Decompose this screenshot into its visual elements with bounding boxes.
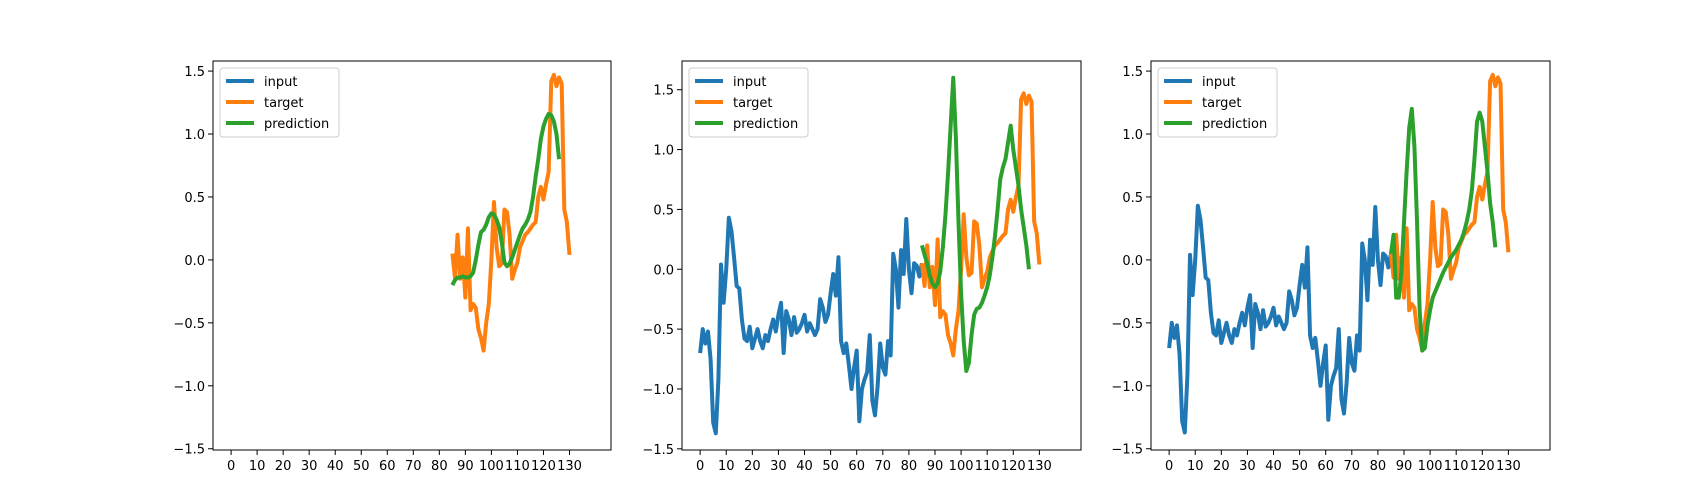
x-tick-label: 90 [1396, 459, 1413, 474]
legend: input target prediction [1157, 67, 1278, 138]
legend-label-target: target [264, 96, 304, 111]
x-tick-label: 60 [848, 459, 865, 474]
x-tick-label: 70 [1344, 459, 1361, 474]
x-tick-label: 50 [1291, 459, 1308, 474]
y-tick-label: 1.0 [653, 144, 674, 159]
x-tick-label: 0 [227, 459, 235, 474]
y-tick-label: −1.0 [173, 380, 205, 395]
y-tick-label: −1.0 [642, 383, 674, 398]
x-tick-label: 110 [1444, 459, 1469, 474]
y-tick-label: 0.0 [653, 263, 674, 278]
x-tick-label: 70 [875, 459, 892, 474]
x-tick-label: 40 [327, 459, 344, 474]
x-tick-label: 30 [301, 459, 318, 474]
y-tick-label: −1.5 [1111, 443, 1143, 458]
x-tick-label: 110 [505, 459, 530, 474]
x-tick-label: 10 [249, 459, 266, 474]
x-tick-label: 20 [744, 459, 761, 474]
axes-frame [681, 60, 1082, 451]
legend-box [1157, 67, 1278, 138]
y-tick-label: 1.5 [1122, 65, 1143, 80]
x-tick-label: 60 [1317, 459, 1334, 474]
legend-label-input: input [733, 75, 766, 90]
x-tick-label: 50 [353, 459, 370, 474]
legend: input target prediction [219, 67, 340, 138]
x-tick-label: 10 [718, 459, 735, 474]
legend-label-prediction: prediction [264, 117, 329, 132]
x-tick-label: 120 [1470, 459, 1495, 474]
y-tick-label: −0.5 [642, 323, 674, 338]
x-tick-label: 130 [1496, 459, 1521, 474]
x-tick-label: 40 [1265, 459, 1282, 474]
series-line-target [919, 91, 1042, 358]
legend-box [219, 67, 340, 138]
y-tick-label: 0.5 [1122, 191, 1143, 206]
x-tick-label: 100 [949, 459, 974, 474]
x-tick-label: 60 [379, 459, 396, 474]
x-tick-label: 0 [1165, 459, 1173, 474]
x-tick-label: 130 [1027, 459, 1052, 474]
x-tick-label: 50 [822, 459, 839, 474]
x-tick-label: 30 [770, 459, 787, 474]
y-tick-label: −1.5 [642, 443, 674, 458]
y-tick-label: 0.5 [653, 203, 674, 218]
y-tick-label: −0.5 [173, 317, 205, 332]
y-tick-label: 1.0 [184, 128, 205, 143]
x-tick-label: 80 [1370, 459, 1387, 474]
x-tick-label: 20 [275, 459, 292, 474]
axes-frame [212, 60, 612, 451]
y-tick-label: −1.0 [1111, 380, 1143, 395]
x-tick-label: 120 [531, 459, 556, 474]
series-line-input [1167, 203, 1393, 435]
legend: input target prediction [688, 67, 809, 138]
chart-panel-2: 0 10 20 30 40 50 60 70 80 90 100 110 120 130 −1.5 −1.0 −… [642, 60, 1082, 474]
x-tick-label: 80 [431, 459, 448, 474]
legend-label-target: target [733, 96, 773, 111]
axes-frame [1150, 60, 1551, 451]
x-tick-label: 70 [405, 459, 422, 474]
legend-box [688, 67, 809, 138]
x-tick-label: 80 [901, 459, 918, 474]
y-tick-label: 0.0 [184, 254, 205, 269]
legend-label-input: input [1202, 75, 1235, 90]
legend-label-prediction: prediction [1202, 117, 1267, 132]
y-tick-label: 0.5 [184, 191, 205, 206]
series-line-prediction [450, 111, 562, 286]
series-line-input [698, 215, 924, 436]
series-line-prediction [1388, 106, 1498, 353]
chart-panel-1: 0 10 20 30 40 50 60 70 80 90 100 110 120 130 −1.5 −1.0 −… [173, 60, 612, 474]
y-tick-label: 1.0 [1122, 128, 1143, 143]
x-tick-label: 10 [1187, 459, 1204, 474]
legend-label-prediction: prediction [733, 117, 798, 132]
y-tick-label: −1.5 [173, 443, 205, 458]
x-tick-label: 120 [1001, 459, 1026, 474]
x-tick-label: 40 [796, 459, 813, 474]
x-tick-label: 90 [457, 459, 474, 474]
y-tick-label: 0.0 [1122, 254, 1143, 269]
x-tick-label: 30 [1239, 459, 1256, 474]
legend-label-input: input [264, 75, 297, 90]
x-tick-label: 130 [557, 459, 582, 474]
y-tick-label: 1.5 [184, 65, 205, 80]
y-tick-label: −0.5 [1111, 317, 1143, 332]
x-tick-label: 100 [479, 459, 504, 474]
x-tick-label: 20 [1213, 459, 1230, 474]
x-tick-label: 0 [696, 459, 704, 474]
chart-panel-3: 0 10 20 30 40 50 60 70 80 90 100 110 120 130 −1.5 −1.0 −… [1111, 60, 1551, 474]
legend-label-target: target [1202, 96, 1242, 111]
series-line-prediction [920, 75, 1031, 373]
x-tick-label: 100 [1418, 459, 1443, 474]
x-tick-label: 110 [975, 459, 1000, 474]
y-tick-label: 1.5 [653, 84, 674, 99]
x-tick-label: 90 [927, 459, 944, 474]
